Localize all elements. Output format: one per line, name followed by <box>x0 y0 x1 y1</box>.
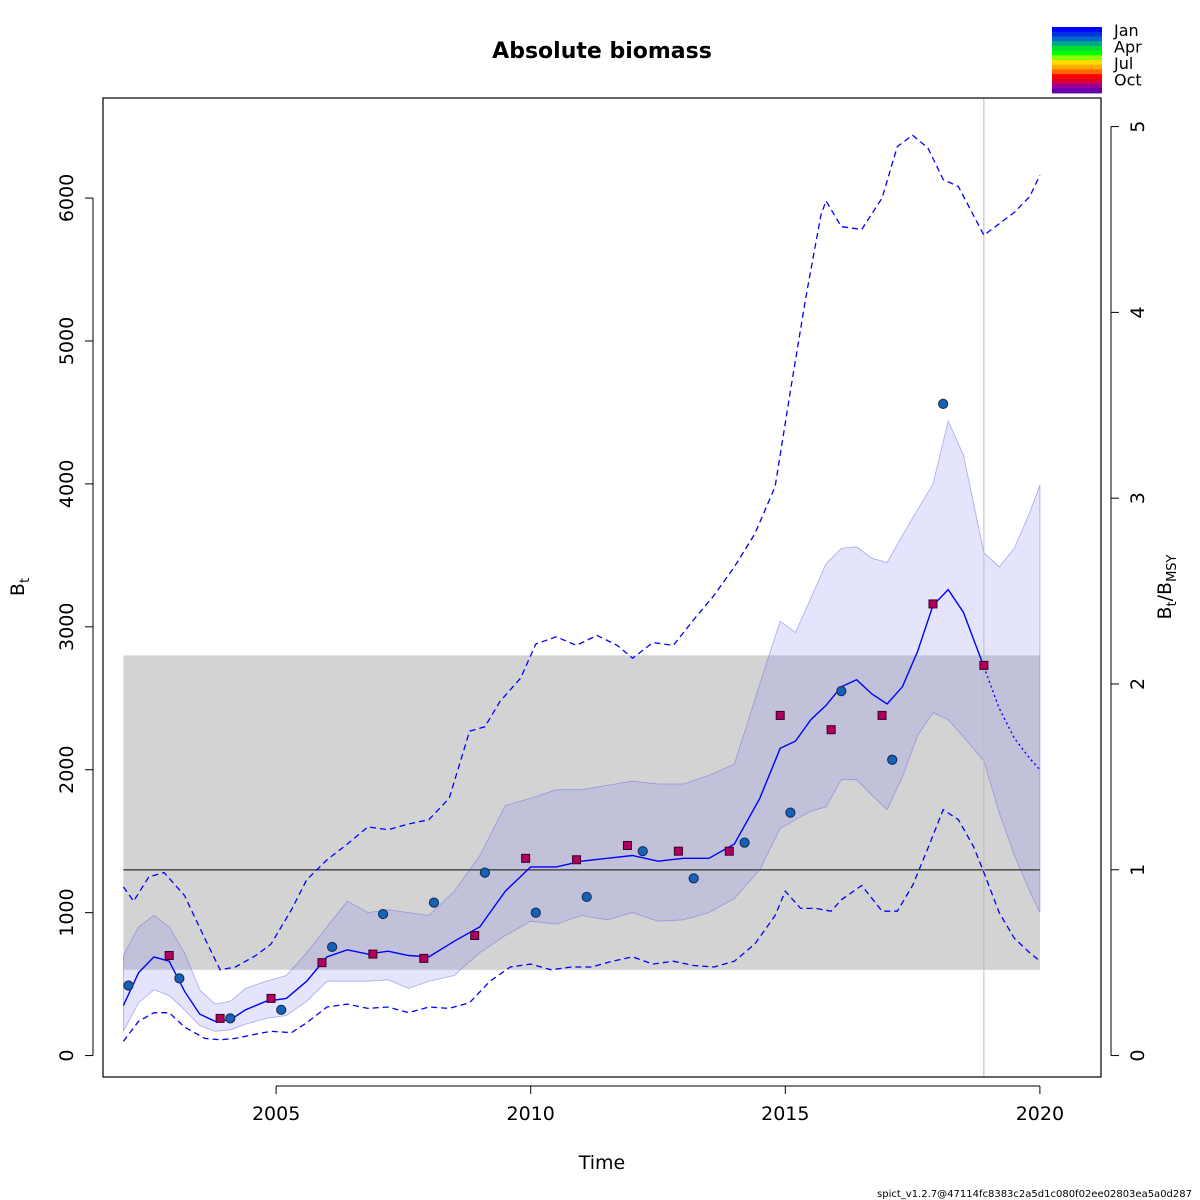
axes: 2005 2010 2015 2020010002000300040005000600… <box>56 121 1149 1125</box>
observation-point-square <box>266 993 276 1003</box>
y-right-tick-label: 3 <box>1127 492 1149 504</box>
observation-point-circle <box>530 907 541 918</box>
month-legend-swatch <box>1052 55 1102 61</box>
observation-point-square <box>622 840 632 850</box>
y-right-tick-label: 5 <box>1127 121 1149 133</box>
footer-version: spict_v1.2.7@47114fc8383c2a5d1c080f02ee0… <box>877 1189 1192 1200</box>
x-tick-label: 2015 <box>761 1103 809 1125</box>
observation-point-circle <box>836 686 847 697</box>
month-legend-swatch <box>1052 88 1102 94</box>
ci-upper-dashed-line <box>122 134 1041 971</box>
x-tick-label: 2010 <box>507 1103 555 1125</box>
month-legend-swatch <box>1052 83 1102 89</box>
observation-point-square <box>368 949 378 959</box>
month-legend-swatch <box>1052 78 1102 84</box>
y-left-tick-label: 0 <box>56 1050 78 1062</box>
observation-point-square <box>419 953 429 963</box>
month-legend-swatch <box>1052 45 1102 51</box>
y-left-tick-label: 4000 <box>56 460 78 508</box>
observation-point-square <box>215 1013 225 1023</box>
confidence-ribbon <box>123 419 1041 1032</box>
y-right-label-main2: B <box>1154 582 1176 595</box>
y-left-tick-label: 1000 <box>56 888 78 936</box>
month-legend-swatch <box>1052 74 1102 80</box>
x-tick-label: 2005 <box>252 1103 300 1125</box>
observation-point-circle <box>739 837 750 848</box>
observation-point-square <box>877 710 887 720</box>
observation-point-circle <box>377 908 389 920</box>
y-left-tick-label: 3000 <box>56 603 78 651</box>
observation-point-square <box>724 846 734 856</box>
observation-point-square <box>317 958 327 968</box>
plot-area <box>122 98 1041 1077</box>
month-legend-swatch <box>1052 64 1102 70</box>
observation-point-circle <box>174 973 185 984</box>
x-tick-label: 2020 <box>1016 1103 1064 1125</box>
ci-lower-dashed-line <box>122 808 1041 1042</box>
month-legend-label: Apr <box>1114 38 1142 57</box>
observation-point-circle <box>225 1013 236 1024</box>
y-left-tick-label: 5000 <box>56 317 78 365</box>
biomass-line <box>122 588 985 1023</box>
y-right-tick-label: 1 <box>1127 864 1149 876</box>
y-right-tick-label: 4 <box>1127 306 1149 318</box>
month-legend-swatch <box>1052 41 1102 47</box>
observation-point-circle <box>785 807 796 818</box>
observation-point-circle <box>428 897 440 908</box>
svg-text:Bt/BMSY: Bt/BMSY <box>1154 554 1180 619</box>
chart-title: Absolute biomass <box>492 39 712 64</box>
observation-point-square <box>673 846 683 856</box>
observation-point-circle <box>276 1004 287 1015</box>
observation-point-square <box>572 855 582 865</box>
observation-point-square <box>164 951 174 961</box>
y-right-tick-label: 2 <box>1127 678 1149 690</box>
observation-point-square <box>928 599 938 609</box>
observation-point-circle <box>887 754 898 765</box>
month-legend-label: Jan <box>1113 21 1139 40</box>
svg-text:Bt: Bt <box>7 578 33 596</box>
observation-point-square <box>979 660 989 670</box>
x-axis-label: Time <box>578 1152 626 1174</box>
y-left-label-sub: t <box>18 578 33 583</box>
observation-point-circle <box>637 846 648 857</box>
observation-point-circle <box>581 891 592 903</box>
observation-point-square <box>826 725 836 735</box>
y-left-label-main: B <box>7 583 29 596</box>
y-right-label-sub2: MSY <box>1165 554 1180 581</box>
observation-point-square <box>470 931 480 941</box>
y-axis-right-label: Bt/BMSY <box>1154 554 1180 619</box>
observation-point-circle <box>938 398 949 409</box>
observation-point-circle <box>327 941 338 953</box>
y-left-tick-label: 2000 <box>56 746 78 794</box>
observation-point-square <box>775 710 785 720</box>
month-legend-swatch <box>1052 36 1102 42</box>
month-legend-swatch <box>1052 50 1102 56</box>
plot-frame <box>102 97 1102 1078</box>
month-legend-swatch <box>1052 27 1102 33</box>
observation-point-square <box>521 853 531 863</box>
month-legend-label: Jul <box>1113 54 1133 73</box>
month-legend-label: Oct <box>1114 71 1142 90</box>
y-axis-left-label: Bt <box>7 578 33 596</box>
y-right-label-sep: / <box>1154 594 1176 601</box>
month-legend-swatch <box>1052 69 1102 75</box>
month-legend-swatch <box>1052 31 1102 37</box>
bmsy-band <box>123 655 1040 970</box>
observation-point-circle <box>688 873 699 884</box>
observation-point-circle <box>479 867 490 878</box>
y-right-tick-label: 0 <box>1127 1050 1149 1062</box>
y-right-label-main1: B <box>1154 606 1176 619</box>
y-right-label-sub1: t <box>1165 601 1180 606</box>
observation-point-circle <box>123 980 134 991</box>
y-left-tick-label: 6000 <box>56 174 78 222</box>
month-legend-swatch <box>1052 60 1102 66</box>
